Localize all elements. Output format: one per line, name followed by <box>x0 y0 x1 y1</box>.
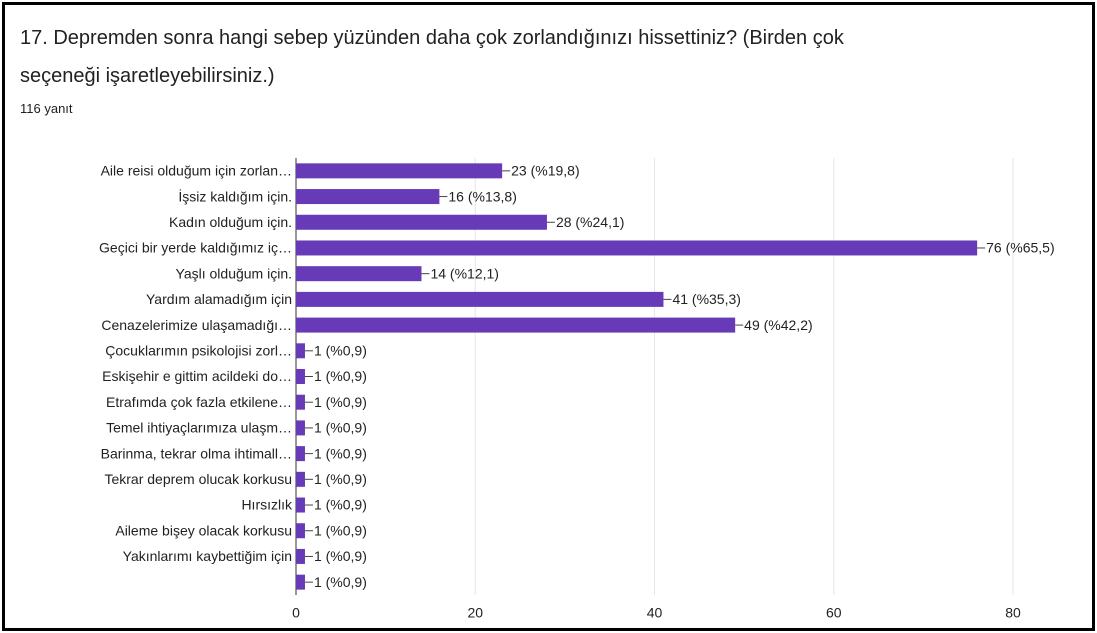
value-label: 23 (%19,8) <box>511 163 579 179</box>
y-tick-label: Geçici bir yerde kaldığımız iç… <box>99 240 292 256</box>
y-tick-label: Eskişehir e gittim acildeki do… <box>102 368 292 384</box>
value-label: 41 (%35,3) <box>672 291 740 307</box>
bar <box>296 574 305 590</box>
bar <box>296 471 305 487</box>
value-label: 1 (%0,9) <box>314 548 367 564</box>
question-title: 17. Depremden sonra hangi sebep yüzünden… <box>20 27 844 87</box>
x-tick-label: 40 <box>647 605 663 621</box>
response-count: 116 yanıt <box>20 101 73 116</box>
value-label: 1 (%0,9) <box>314 522 367 538</box>
y-tick-label: İşsiz kaldığım için. <box>178 187 292 204</box>
y-tick-label: Barinma, tekrar olma ihtimall… <box>101 445 292 461</box>
value-label: 16 (%13,8) <box>448 188 516 204</box>
value-label: 1 (%0,9) <box>314 574 367 590</box>
y-tick-label: Hırsızlık <box>241 497 293 513</box>
x-tick-label: 60 <box>826 605 842 621</box>
bar <box>296 394 305 410</box>
y-tick-label: Kadın olduğum için. <box>169 214 292 230</box>
bar <box>296 523 305 539</box>
value-label: 1 (%0,9) <box>314 497 367 513</box>
y-tick-label: Aile reisi olduğum için zorlan… <box>101 163 292 179</box>
value-label: 1 (%0,9) <box>314 368 367 384</box>
bar <box>296 163 503 179</box>
bar <box>296 446 305 462</box>
x-tick-label: 0 <box>292 605 300 621</box>
bar <box>296 369 305 384</box>
x-tick-label: 80 <box>1005 605 1021 621</box>
bar <box>296 497 305 513</box>
bar <box>296 214 547 230</box>
y-tick-label: Aileme bişey olacak korkusu <box>115 522 292 538</box>
bar <box>296 291 664 307</box>
bar <box>296 317 736 333</box>
chart: 0 20 40 60 80 Aile reisi olduğum için zorlan…… <box>99 158 1055 621</box>
y-tick-label: Çocuklarımın psikolojisi zorl… <box>105 342 292 358</box>
value-label: 1 (%0,9) <box>314 445 367 461</box>
value-label: 14 (%12,1) <box>430 265 498 281</box>
y-tick-label: Yardım alamadığım için <box>146 291 292 307</box>
value-label: 76 (%65,5) <box>986 240 1054 256</box>
value-label: 49 (%42,2) <box>744 317 812 333</box>
bar <box>296 189 440 205</box>
bar <box>296 420 305 436</box>
value-label: 1 (%0,9) <box>314 471 367 487</box>
bar <box>296 266 422 282</box>
x-tick-label: 20 <box>467 605 483 621</box>
y-tick-label: Tekrar deprem olucak korkusu <box>104 471 292 487</box>
y-tick-label: Yakınlarımı kaybettiğim için <box>123 548 292 564</box>
y-tick-label: Etrafımda çok fazla etkilene… <box>106 394 292 410</box>
bar <box>296 548 305 564</box>
value-label: 1 (%0,9) <box>314 420 367 436</box>
value-label: 1 (%0,9) <box>314 342 367 358</box>
bar <box>296 343 305 359</box>
bar <box>296 240 978 256</box>
y-tick-label: Cenazelerimize ulaşamadığı… <box>101 317 292 333</box>
value-label: 28 (%24,1) <box>556 214 624 230</box>
y-tick-label: Yaşlı olduğum için. <box>176 265 292 281</box>
y-tick-label: Temel ihtiyaçlarımıza ulaşm… <box>106 420 292 436</box>
value-label: 1 (%0,9) <box>314 394 367 410</box>
